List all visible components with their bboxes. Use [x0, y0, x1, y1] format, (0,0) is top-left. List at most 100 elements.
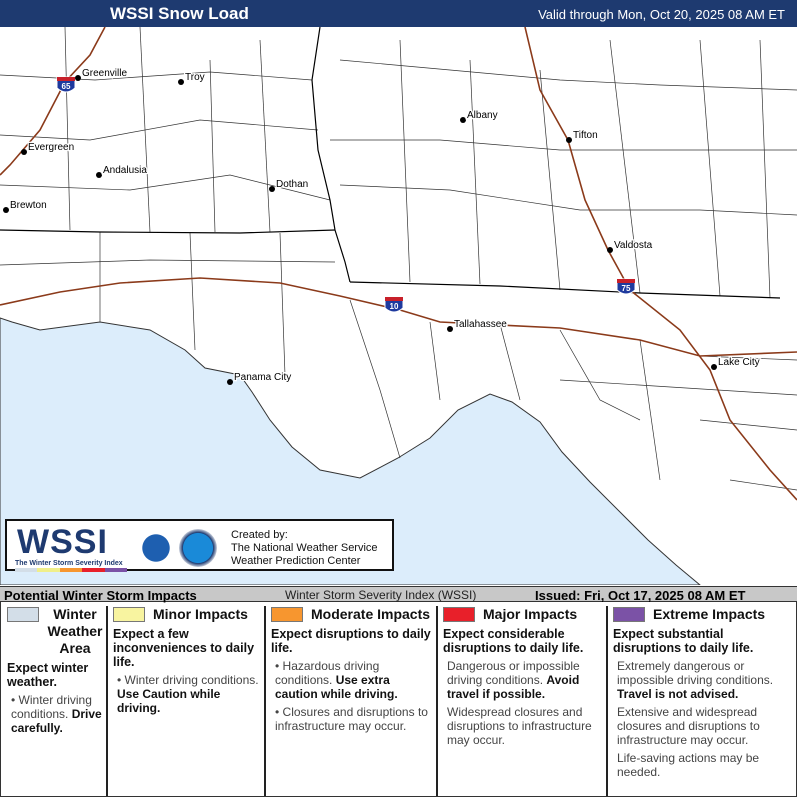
- city-dot-icon: [607, 247, 613, 253]
- county-boundary: [759, 39, 771, 299]
- impact-legend: Winter Weather Area Expect winter weather…: [0, 602, 797, 797]
- column-divider: [606, 606, 608, 796]
- category-summary: Expect considerable disruptions to daily…: [443, 627, 584, 655]
- svg-text:65: 65: [62, 82, 71, 91]
- state-line-al-fl: [0, 229, 336, 234]
- category-summary: Expect winter weather.: [7, 661, 89, 689]
- interstate-65: [0, 26, 106, 176]
- city-dot-icon: [75, 75, 81, 81]
- county-boundary: [559, 379, 797, 396]
- nws-logo-icon: [137, 529, 175, 567]
- category-label: Winter Weather Area: [47, 606, 103, 656]
- column-divider: [264, 606, 266, 796]
- city-label: Troy: [185, 72, 205, 83]
- impact-item: Life-saving actions may be needed.: [617, 751, 760, 779]
- color-swatch: [443, 607, 475, 622]
- category-label: Moderate Impacts: [311, 606, 431, 622]
- county-boundary: [699, 419, 797, 431]
- impact-item: Widespread closures and disruptions to i…: [447, 705, 592, 747]
- county-boundary: [639, 339, 661, 481]
- org-wpc: Weather Prediction Center: [231, 555, 361, 567]
- category-label: Extreme Impacts: [653, 606, 766, 622]
- county-boundary: [64, 26, 71, 231]
- city-albany[interactable]: Albany: [460, 109, 499, 123]
- city-greenville[interactable]: Greenville: [75, 67, 129, 81]
- city-label: Evergreen: [28, 142, 74, 153]
- color-swatch: [271, 607, 303, 622]
- city-lake-city[interactable]: Lake City: [711, 356, 761, 370]
- city-label: Brewton: [10, 200, 47, 211]
- city-label: Panama City: [234, 372, 291, 383]
- city-andalusia[interactable]: Andalusia: [96, 164, 149, 178]
- issued-time: Issued: Fri, Oct 17, 2025 08 AM ET: [535, 588, 746, 603]
- interstate-shield-65: 65: [56, 76, 76, 93]
- impact-item: Extremely dangerous or impossible drivin…: [617, 659, 774, 701]
- impact-column-extreme-impacts: Extreme Impacts Expect substantial disrup…: [609, 606, 797, 796]
- city-evergreen[interactable]: Evergreen: [21, 141, 75, 155]
- category-summary: Expect a few inconveniences to daily lif…: [113, 627, 255, 669]
- city-tifton[interactable]: Tifton: [566, 129, 599, 143]
- city-dot-icon: [178, 79, 184, 85]
- county-boundary: [189, 232, 196, 351]
- city-dot-icon: [227, 379, 233, 385]
- county-boundary: [139, 26, 151, 233]
- color-swatch: [7, 607, 39, 622]
- county-boundary: [539, 69, 561, 291]
- city-valdosta[interactable]: Valdosta: [607, 239, 654, 253]
- county-boundary: [469, 59, 481, 285]
- county-boundary: [429, 321, 441, 401]
- category-summary: Expect disruptions to daily life.: [271, 627, 431, 655]
- city-panama-city[interactable]: Panama City: [227, 371, 293, 385]
- impact-item: • Closures and disruptions to infrastruc…: [275, 705, 428, 733]
- column-divider: [436, 606, 438, 796]
- county-boundary: [279, 232, 286, 376]
- state-line-al-ga: [311, 26, 351, 283]
- county-boundary: [609, 39, 641, 294]
- legend-title: Potential Winter Storm Impacts: [4, 588, 197, 603]
- color-swatch: [613, 607, 645, 622]
- city-dothan[interactable]: Dothan: [269, 178, 310, 192]
- city-label: Albany: [467, 110, 498, 121]
- city-troy[interactable]: Troy: [178, 71, 206, 85]
- county-boundary: [339, 184, 797, 216]
- interstate-shield-75: 75: [616, 278, 636, 295]
- impact-item: • Winter driving conditions. Use Caution…: [117, 673, 259, 715]
- legend-header: Potential Winter Storm Impacts Winter St…: [0, 586, 797, 603]
- category-summary: Expect substantial disruptions to daily …: [613, 627, 754, 655]
- header: WSSI Snow Load Valid through Mon, Oct 20…: [0, 0, 797, 27]
- county-boundary: [259, 39, 271, 233]
- impact-column-major-impacts: Major Impacts Expect considerable disrupt…: [439, 606, 607, 796]
- city-brewton[interactable]: Brewton: [3, 199, 48, 213]
- color-scale-bar: [15, 568, 128, 572]
- city-dot-icon: [269, 186, 275, 192]
- county-boundary: [699, 39, 721, 297]
- svg-text:10: 10: [390, 302, 399, 311]
- city-label: Tallahassee: [454, 319, 507, 330]
- city-dot-icon: [711, 364, 717, 370]
- column-divider: [106, 606, 108, 796]
- city-tallahassee[interactable]: Tallahassee: [447, 318, 509, 332]
- color-swatch: [113, 607, 145, 622]
- county-boundary: [499, 323, 521, 401]
- category-label: Minor Impacts: [153, 606, 248, 622]
- county-boundary: [330, 139, 797, 151]
- valid-time: Valid through Mon, Oct 20, 2025 08 AM ET: [538, 7, 785, 22]
- gulf-of-mexico: [0, 317, 702, 586]
- created-by-label: Created by:: [231, 529, 288, 541]
- county-boundary: [399, 39, 411, 283]
- city-dot-icon: [447, 326, 453, 332]
- city-dot-icon: [3, 207, 9, 213]
- impact-item: • Winter driving conditions. Drive caref…: [11, 693, 102, 735]
- city-dot-icon: [460, 117, 466, 123]
- county-boundary: [699, 355, 797, 361]
- state-line-ga-fl: [349, 281, 781, 299]
- city-label: Lake City: [718, 357, 760, 368]
- city-label: Dothan: [276, 179, 308, 190]
- county-boundary: [0, 174, 331, 201]
- city-label: Tifton: [573, 130, 598, 141]
- impact-column-winter-weather-area: Winter Weather Area Expect winter weather…: [3, 606, 107, 796]
- org-nws: The National Weather Service: [231, 542, 378, 554]
- wssi-logo: WSSI: [17, 523, 108, 561]
- map[interactable]: 65 10 75 Greenville Troy Evergreen Andalusia B…: [0, 26, 797, 586]
- noaa-logo-icon: [179, 529, 217, 567]
